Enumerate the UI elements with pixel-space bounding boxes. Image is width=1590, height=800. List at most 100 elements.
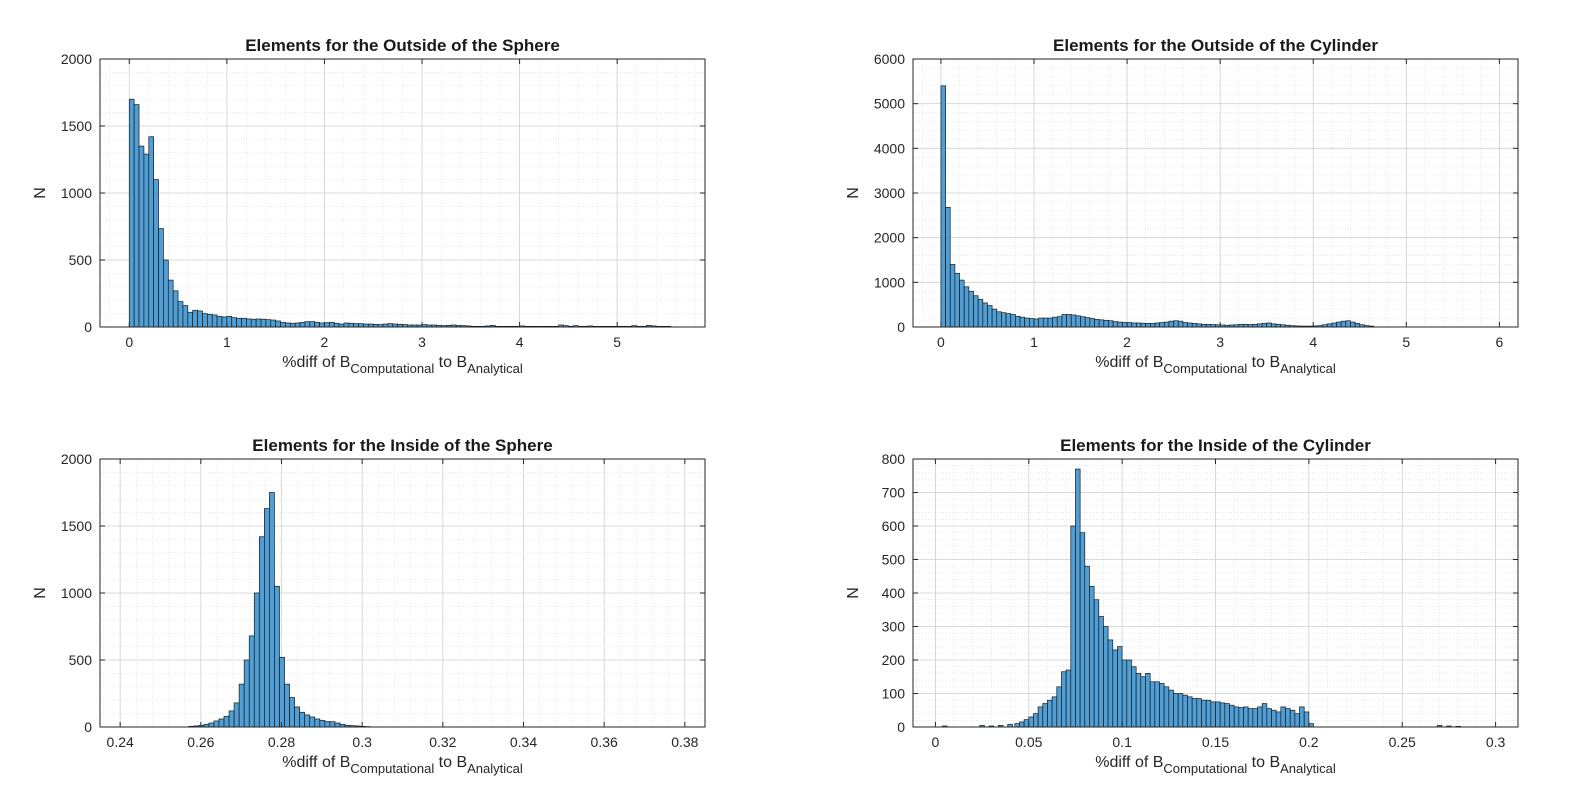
- histogram-bar: [223, 715, 230, 728]
- histogram-bar: [143, 153, 150, 328]
- histogram-bar: [1173, 693, 1179, 728]
- histogram-bar: [334, 722, 341, 728]
- histogram-bar: [211, 314, 218, 328]
- x-tick-label: 5: [613, 334, 621, 350]
- histogram-outside-sphere: 0 1 2 3 4 5 0 500 1000 1500 2000 Elements for the O…: [32, 36, 706, 376]
- x-tick-label: 0: [932, 734, 940, 750]
- histogram-bar: [182, 305, 189, 328]
- histogram-bar: [353, 323, 359, 328]
- histogram-bar: [213, 720, 220, 728]
- histogram-bar: [319, 322, 325, 328]
- histogram-bar: [1098, 616, 1104, 728]
- y-tick-label: 4000: [874, 140, 905, 156]
- histogram-bar: [1136, 322, 1142, 328]
- histogram-bar: [1163, 321, 1170, 328]
- histogram-bar: [1075, 468, 1081, 728]
- histogram-bar: [1154, 681, 1160, 728]
- histogram-bar: [1252, 708, 1258, 728]
- histogram-bar: [294, 322, 301, 328]
- histogram-bar: [1340, 320, 1347, 328]
- chart-title: Elements for the Outside of the Cylinder: [1053, 36, 1378, 55]
- histogram-bar: [1331, 322, 1337, 328]
- y-tick-label: 300: [882, 619, 906, 635]
- histogram-bar: [343, 322, 350, 328]
- x-tick-label: 0.24: [107, 734, 134, 750]
- histogram-bar: [1285, 708, 1291, 728]
- x-tick-label: 1: [1030, 334, 1038, 350]
- histogram-bar: [1187, 696, 1193, 728]
- x-tick-label: 2: [321, 334, 329, 350]
- histogram-bar: [1247, 708, 1254, 728]
- histogram-bar: [1191, 323, 1198, 328]
- histogram-bar: [270, 319, 276, 328]
- histogram-bar: [158, 228, 164, 328]
- histogram-bar: [1103, 626, 1109, 728]
- histogram-bar: [128, 98, 135, 328]
- histogram-bar: [233, 702, 240, 728]
- x-tick-label: 0.28: [268, 734, 295, 750]
- histogram-bar: [1177, 320, 1184, 328]
- grid: [913, 458, 1518, 728]
- histogram-bar: [977, 298, 984, 328]
- y-tick-label: 500: [69, 252, 93, 268]
- x-axis-label: %diff of BComputational to BAnalytical: [282, 754, 523, 776]
- histogram-bar: [1019, 721, 1025, 728]
- histogram-bar: [1042, 317, 1049, 328]
- x-tick-label: 0: [125, 334, 133, 350]
- histogram-bar: [279, 656, 285, 728]
- y-tick-label: 2000: [874, 230, 905, 246]
- histogram-bar: [1108, 320, 1114, 328]
- y-axis-label: N: [845, 187, 862, 199]
- histogram-bar: [1070, 314, 1077, 328]
- histogram-bar: [1168, 689, 1174, 728]
- x-tick-label: 0: [937, 334, 945, 350]
- histogram-bar: [1098, 319, 1105, 328]
- histogram-bar: [1354, 323, 1361, 328]
- y-axis-label: N: [845, 587, 862, 599]
- histogram-bar: [1303, 711, 1310, 728]
- y-tick-label: 500: [882, 552, 906, 568]
- histogram-bar: [358, 323, 364, 328]
- histogram-bar: [238, 683, 245, 728]
- histogram-bar: [1010, 314, 1016, 328]
- y-tick-label: 0: [897, 319, 905, 335]
- histogram-bar: [329, 721, 336, 728]
- histogram-bar: [1308, 723, 1314, 728]
- grid: [913, 58, 1519, 328]
- histogram-bar: [1047, 317, 1053, 328]
- histogram-bar: [1215, 701, 1221, 728]
- histogram-bar: [1056, 316, 1063, 328]
- bars: [188, 492, 371, 728]
- bars: [940, 85, 1375, 328]
- histogram-bar: [309, 321, 316, 328]
- histogram-bar: [949, 264, 956, 328]
- histogram-bar: [1061, 314, 1067, 328]
- x-tick-label: 0.34: [510, 734, 537, 750]
- histogram-bar: [1238, 707, 1244, 728]
- histogram-bar: [258, 536, 265, 728]
- histogram-bar: [1350, 321, 1356, 328]
- histogram-bar: [963, 286, 970, 328]
- histogram-bar: [289, 697, 295, 728]
- histogram-bar: [1205, 699, 1212, 728]
- histogram-bar: [1037, 706, 1044, 728]
- histogram-bar: [1299, 706, 1305, 728]
- histogram-bar: [1001, 312, 1007, 328]
- y-tick-label: 6000: [874, 51, 905, 67]
- histogram-bar: [1121, 659, 1128, 728]
- histogram-bar: [1280, 706, 1286, 728]
- histogram-bar: [314, 718, 321, 728]
- histogram-bar: [1028, 716, 1034, 728]
- histogram-bar: [1261, 703, 1268, 728]
- histogram-bar: [1014, 723, 1020, 728]
- y-tick-label: 0: [897, 719, 905, 735]
- y-tick-label: 2000: [61, 451, 92, 467]
- histogram-bar: [1038, 317, 1044, 328]
- bars: [128, 98, 672, 328]
- histogram-bar: [1117, 321, 1123, 328]
- histogram-bar: [1224, 703, 1230, 728]
- x-tick-label: 0.1: [1112, 734, 1132, 750]
- histogram-bar: [1019, 316, 1026, 328]
- histogram-bar: [1042, 703, 1048, 728]
- histogram-bar: [221, 316, 228, 328]
